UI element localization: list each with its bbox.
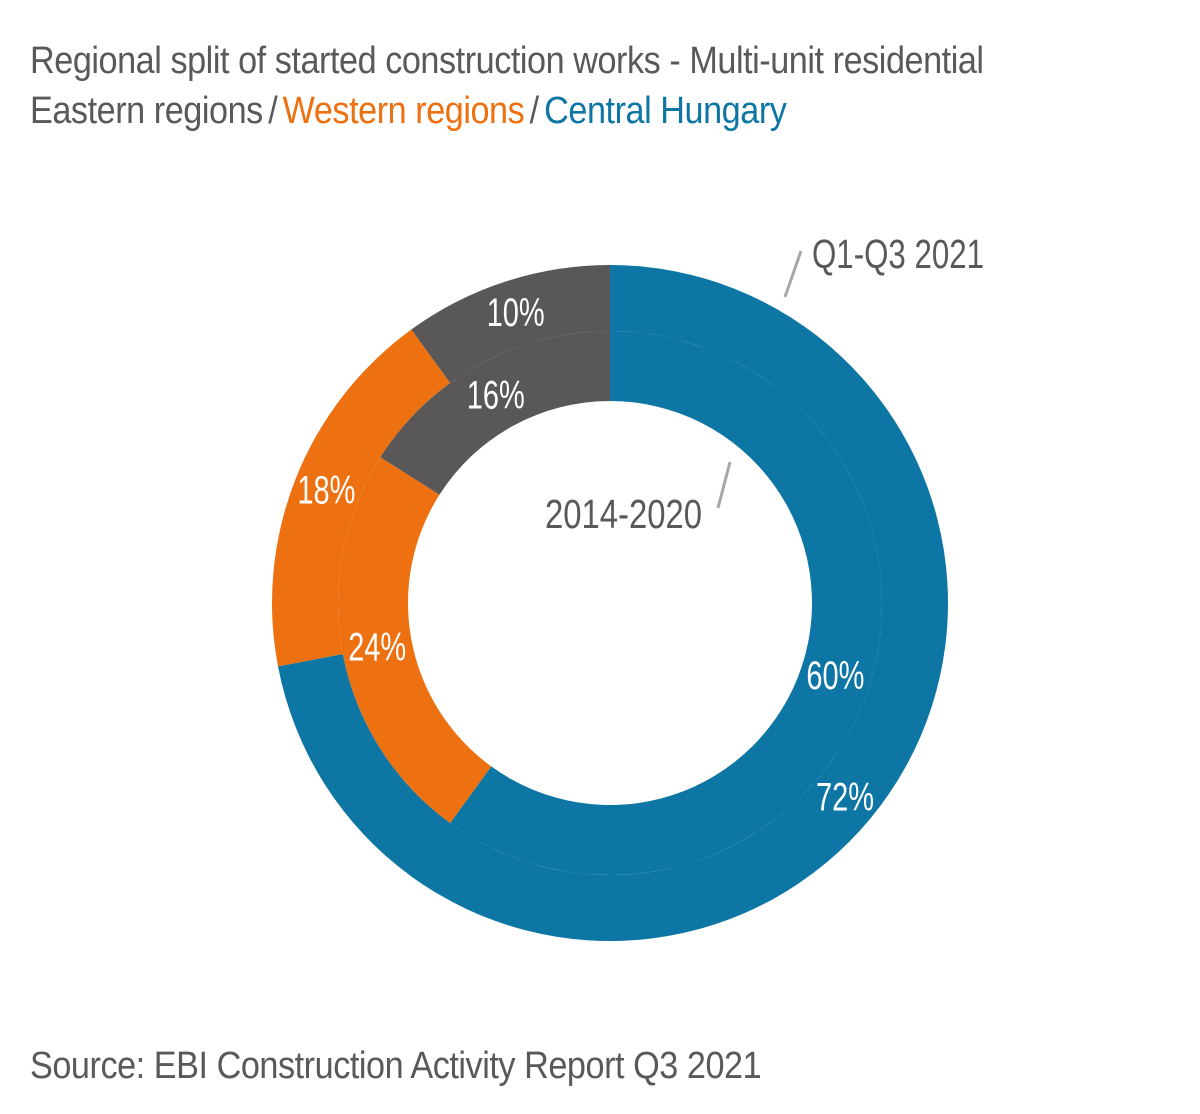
legend-eastern-regions: Eastern regions — [30, 90, 263, 132]
chart-header: Regional split of started construction w… — [30, 36, 984, 136]
donut-segments — [272, 265, 949, 941]
segment-outer-eastern-regions — [411, 265, 610, 383]
outer-ring-pointer-line — [783, 250, 803, 298]
segment-inner-western-regions — [338, 457, 492, 824]
donut-segment-labels: 72% 18% 10% 60% 24% 16% — [297, 291, 874, 820]
value-label-outer-central-hungary: 72% — [816, 775, 874, 819]
outer-ring-label: Q1-Q3 2021 — [812, 231, 984, 277]
inner-ring-pointer-line — [716, 461, 732, 509]
value-label-inner-western-regions: 24% — [348, 625, 406, 669]
legend-western-regions: Western regions — [282, 90, 525, 132]
legend-separator: / — [268, 90, 278, 132]
chart-legend: Eastern regions / Western regions / Central … — [30, 86, 984, 136]
chart-title: Regional split of started construction w… — [30, 40, 984, 82]
inner-ring-label: 2014-2020 — [545, 491, 702, 537]
legend-central-hungary: Central Hungary — [544, 90, 787, 132]
segment-inner-eastern-regions — [380, 331, 610, 495]
source-note: Source: EBI Construction Activity Report… — [30, 1045, 762, 1087]
segment-outer-western-regions — [272, 329, 451, 667]
segment-inner-central-hungary — [450, 331, 883, 876]
value-label-inner-central-hungary: 60% — [806, 654, 864, 698]
value-label-inner-eastern-regions: 16% — [467, 373, 525, 417]
value-label-outer-eastern-regions: 10% — [487, 291, 545, 335]
value-label-outer-western-regions: 18% — [297, 469, 355, 513]
ring-annotations: Q1-Q3 2021 2014-2020 — [545, 231, 984, 537]
legend-separator: / — [529, 90, 540, 132]
